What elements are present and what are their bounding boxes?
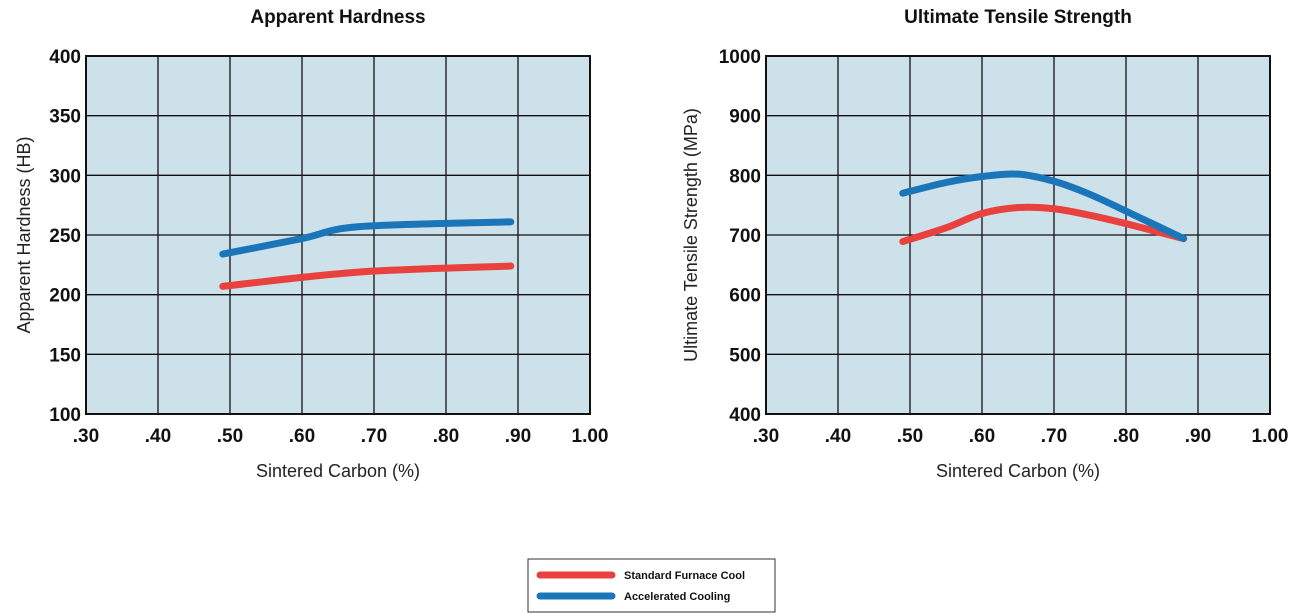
y-tick-label: 400 [49,47,81,68]
x-tick-label: .40 [145,426,171,447]
y-axis-label: Apparent Hardness (HB) [14,136,34,333]
y-tick-label: 100 [49,405,81,426]
y-tick-label: 350 [49,107,81,128]
x-tick-label: .60 [969,426,995,447]
x-tick-label: 1.00 [572,426,609,447]
plot-frame [85,55,591,415]
series-line-standard-furnace-cool [899,203,1188,246]
series-line-accelerated-cooling [219,218,515,258]
series-line-accelerated-cooling [899,170,1188,243]
y-tick-label: 250 [49,226,81,247]
x-tick-label: .90 [505,426,531,447]
y-tick-label: 800 [729,166,761,187]
y-tick-label: 400 [729,405,761,426]
legend-box [527,558,776,613]
plot-frame [765,55,1271,415]
y-axis-label: Ultimate Tensile Strength (MPa) [681,108,701,362]
y-tick-label: 700 [729,226,761,247]
x-tick-label: 1.00 [1252,426,1289,447]
y-tick-label: 1000 [719,47,761,68]
x-tick-label: .60 [289,426,315,447]
x-tick-label: .80 [433,426,459,447]
y-tick-label: 900 [729,107,761,128]
chart-title: Apparent Hardness [250,7,425,28]
y-tick-label: 500 [729,345,761,366]
x-tick-label: .50 [897,426,923,447]
x-tick-label: .40 [825,426,851,447]
x-axis-label: Sintered Carbon (%) [256,461,420,481]
legend: Standard Furnace Cool Accelerated Coolin… [527,558,776,613]
legend-label-standard: Standard Furnace Cool [624,570,745,582]
tensile-strength-chart: .30 .40 .50 .60 .70 .80 .90 1.00 400 500 600 700 800… [681,7,1288,481]
y-tick-label: 150 [49,345,81,366]
x-tick-label: .30 [73,426,99,447]
legend-label-accelerated: Accelerated Cooling [624,591,730,603]
y-tick-label: 600 [729,286,761,307]
y-tick-label: 300 [49,166,81,187]
x-axis-label: Sintered Carbon (%) [936,461,1100,481]
y-tick-label: 200 [49,286,81,307]
x-tick-label: .70 [1041,426,1067,447]
x-tick-label: .80 [1113,426,1139,447]
x-tick-label: .30 [753,426,779,447]
x-tick-label: .70 [361,426,387,447]
chart-title: Ultimate Tensile Strength [904,7,1132,28]
apparent-hardness-chart: .30 .40 .50 .60 .70 .80 .90 1.00 100 150 200 250 300… [14,7,608,481]
series-line-standard-furnace-cool [219,262,515,290]
x-tick-label: .90 [1185,426,1211,447]
x-tick-label: .50 [217,426,243,447]
